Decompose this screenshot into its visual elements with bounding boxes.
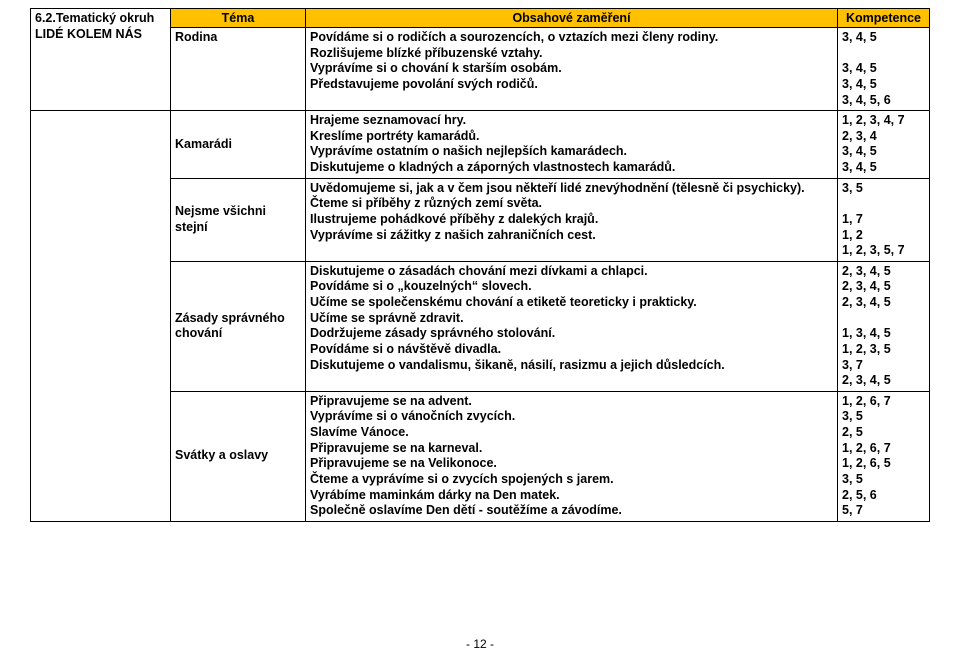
heading-line2: LIDÉ KOLEM NÁS bbox=[35, 27, 142, 41]
content-line: Připravujeme se na advent. bbox=[310, 394, 472, 408]
content-line: Vyrábíme maminkám dárky na Den matek. bbox=[310, 488, 560, 502]
competence-cell: 3, 4, 5 3, 4, 5 3, 4, 5 3, 4, 5, 6 bbox=[838, 28, 930, 111]
comp-line: 5, 7 bbox=[842, 503, 863, 517]
comp-line: 3, 4, 5 bbox=[842, 30, 877, 44]
content-line: Uvědomujeme si, jak a v čem jsou někteří… bbox=[310, 181, 805, 195]
comp-line: 3, 4, 5, 6 bbox=[842, 93, 891, 107]
theme-cell: Rodina bbox=[171, 28, 306, 111]
competence-cell: 1, 2, 3, 4, 7 2, 3, 4 3, 4, 5 3, 4, 5 bbox=[838, 111, 930, 179]
comp-line: 3, 4, 5 bbox=[842, 77, 877, 91]
comp-line: 3, 7 bbox=[842, 358, 863, 372]
content-line: Společně oslavíme Den dětí - soutěžíme a… bbox=[310, 503, 622, 517]
comp-line: 2, 3, 4, 5 bbox=[842, 373, 891, 387]
content-line: Vyprávíme si zážitky z našich zahraniční… bbox=[310, 228, 596, 242]
curriculum-table: 6.2.Tematický okruh LIDÉ KOLEM NÁS Téma … bbox=[30, 8, 930, 522]
content-line: Ilustrujeme pohádkové příběhy z dalekých… bbox=[310, 212, 598, 226]
content-cell: Připravujeme se na advent. Vyprávíme si … bbox=[306, 391, 838, 521]
competence-cell: 3, 5 1, 7 1, 2 1, 2, 3, 5, 7 bbox=[838, 178, 930, 261]
content-line: Připravujeme se na karneval. bbox=[310, 441, 482, 455]
content-line: Připravujeme se na Velikonoce. bbox=[310, 456, 497, 470]
content-line: Hrajeme seznamovací hry. bbox=[310, 113, 466, 127]
comp-line: 2, 5 bbox=[842, 425, 863, 439]
content-line: Diskutujeme o kladných a záporných vlast… bbox=[310, 160, 675, 174]
row-zasady: Zásady správného chování Diskutujeme o z… bbox=[31, 261, 930, 391]
content-line: Vyprávíme si o chování k starším osobám. bbox=[310, 61, 562, 75]
comp-line: 2, 3, 4 bbox=[842, 129, 877, 143]
content-line: Povídáme si o návštěvě divadla. bbox=[310, 342, 501, 356]
col-theme-header: Téma bbox=[171, 9, 306, 28]
comp-line: 1, 2, 3, 4, 7 bbox=[842, 113, 905, 127]
comp-line: 1, 2, 3, 5 bbox=[842, 342, 891, 356]
theme-cell: Kamarádi bbox=[171, 111, 306, 179]
content-line: Čteme si příběhy z různých zemí světa. bbox=[310, 196, 542, 210]
theme-cell: Svátky a oslavy bbox=[171, 391, 306, 521]
left-heading: 6.2.Tematický okruh LIDÉ KOLEM NÁS bbox=[31, 9, 171, 111]
comp-line: 2, 3, 4, 5 bbox=[842, 279, 891, 293]
theme-cell: Nejsme všichni stejní bbox=[171, 178, 306, 261]
content-line: Slavíme Vánoce. bbox=[310, 425, 409, 439]
left-blank bbox=[31, 178, 171, 261]
content-line: Učíme se společenskému chování a etiketě… bbox=[310, 295, 697, 309]
comp-line: 3, 4, 5 bbox=[842, 160, 877, 174]
comp-line: 1, 2, 6, 7 bbox=[842, 394, 891, 408]
content-cell: Uvědomujeme si, jak a v čem jsou někteří… bbox=[306, 178, 838, 261]
left-blank bbox=[31, 111, 171, 179]
content-line: Rozlišujeme blízké příbuzenské vztahy. bbox=[310, 46, 542, 60]
competence-cell: 2, 3, 4, 5 2, 3, 4, 5 2, 3, 4, 5 1, 3, 4… bbox=[838, 261, 930, 391]
content-line: Povídáme si o „kouzelných“ slovech. bbox=[310, 279, 532, 293]
comp-line: 1, 7 bbox=[842, 212, 863, 226]
content-cell: Povídáme si o rodičích a sourozencích, o… bbox=[306, 28, 838, 111]
comp-line: 1, 2, 6, 7 bbox=[842, 441, 891, 455]
content-line: Vyprávíme ostatním o našich nejlepších k… bbox=[310, 144, 627, 158]
comp-line: 3, 4, 5 bbox=[842, 144, 877, 158]
theme-cell: Zásady správného chování bbox=[171, 261, 306, 391]
comp-line: 1, 3, 4, 5 bbox=[842, 326, 891, 340]
content-line: Učíme se správně zdravit. bbox=[310, 311, 464, 325]
header-row: 6.2.Tematický okruh LIDÉ KOLEM NÁS Téma … bbox=[31, 9, 930, 28]
col-competence-header: Kompetence bbox=[838, 9, 930, 28]
content-line: Povídáme si o rodičích a sourozencích, o… bbox=[310, 30, 718, 44]
content-line: Diskutujeme o zásadách chování mezi dívk… bbox=[310, 264, 648, 278]
comp-line: 3, 5 bbox=[842, 181, 863, 195]
content-line: Kreslíme portréty kamarádů. bbox=[310, 129, 480, 143]
comp-line: 1, 2 bbox=[842, 228, 863, 242]
content-cell: Diskutujeme o zásadách chování mezi dívk… bbox=[306, 261, 838, 391]
left-blank bbox=[31, 391, 171, 521]
content-line: Dodržujeme zásady správného stolování. bbox=[310, 326, 555, 340]
comp-line: 1, 2, 6, 5 bbox=[842, 456, 891, 470]
comp-line: 3, 5 bbox=[842, 472, 863, 486]
comp-line: 2, 3, 4, 5 bbox=[842, 264, 891, 278]
comp-line: 3, 5 bbox=[842, 409, 863, 423]
col-content-header: Obsahové zaměření bbox=[306, 9, 838, 28]
comp-line: 2, 5, 6 bbox=[842, 488, 877, 502]
page-number: - 12 - bbox=[0, 637, 960, 651]
content-cell: Hrajeme seznamovací hry. Kreslíme portré… bbox=[306, 111, 838, 179]
row-nejsme: Nejsme všichni stejní Uvědomujeme si, ja… bbox=[31, 178, 930, 261]
row-svatky: Svátky a oslavy Připravujeme se na adven… bbox=[31, 391, 930, 521]
row-kamaradi: Kamarádi Hrajeme seznamovací hry. Kreslí… bbox=[31, 111, 930, 179]
left-blank bbox=[31, 261, 171, 391]
content-line: Představujeme povolání svých rodičů. bbox=[310, 77, 538, 91]
heading-line1: 6.2.Tematický okruh bbox=[35, 11, 154, 25]
comp-line: 1, 2, 3, 5, 7 bbox=[842, 243, 905, 257]
comp-line: 3, 4, 5 bbox=[842, 61, 877, 75]
competence-cell: 1, 2, 6, 7 3, 5 2, 5 1, 2, 6, 7 1, 2, 6,… bbox=[838, 391, 930, 521]
content-line: Diskutujeme o vandalismu, šikaně, násilí… bbox=[310, 358, 725, 372]
content-line: Vyprávíme si o vánočních zvycích. bbox=[310, 409, 515, 423]
content-line: Čteme a vyprávíme si o zvycích spojených… bbox=[310, 472, 614, 486]
comp-line: 2, 3, 4, 5 bbox=[842, 295, 891, 309]
